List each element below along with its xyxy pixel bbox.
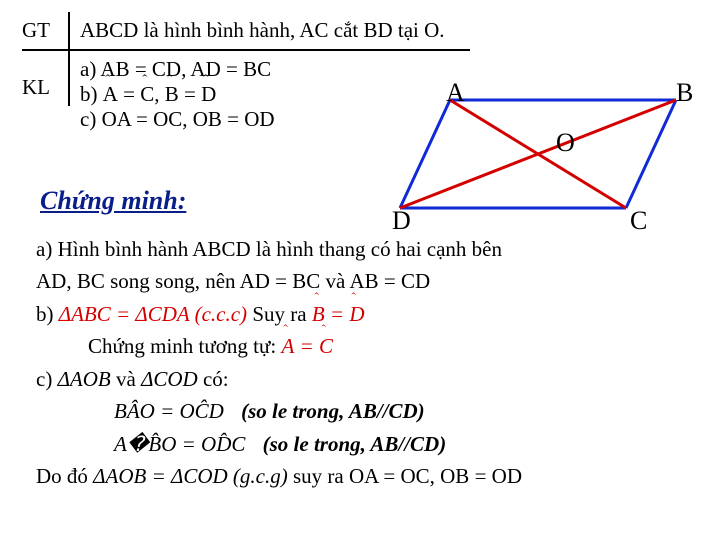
- vertex-label-d: D: [392, 206, 411, 236]
- proof-c-and: và: [116, 367, 141, 391]
- proof-c-prefix: c): [36, 367, 58, 391]
- proof-heading: Chứng minh:: [40, 186, 186, 216]
- parallelogram-diagram: A B C D O: [390, 78, 700, 238]
- proof-c-line1: c) ΔAOB và ΔCOD có:: [36, 364, 696, 394]
- proof-c-ang1-eq: BÂO = OĈD: [114, 399, 224, 423]
- proof-b-eq1: B = D: [312, 302, 365, 326]
- kl-content: a) AB = CD, AD = BC b) A = C, B = D c) O…: [70, 51, 275, 138]
- proof-c-ang2-eq: A�B̂O = OD̂C: [114, 432, 245, 456]
- proof-b-line2: Chứng minh tương tự: A = C: [36, 331, 696, 361]
- vertex-label-a: A: [446, 78, 465, 108]
- proof-final: Do đó ΔAOB = ΔCOD (g.c.g) suy ra OA = OC…: [36, 461, 696, 491]
- gt-row: GT ABCD là hình bình hành, AC cắt BD tại…: [22, 12, 470, 51]
- proof-c-ang2-note: (so le trong, AB//CD): [263, 432, 447, 456]
- proof-b-prefix: b): [36, 302, 59, 326]
- vertex-label-o: O: [556, 128, 575, 158]
- proof-a-line1: a) Hình bình hành ABCD là hình thang có …: [36, 234, 696, 264]
- proof-final-prefix: Do đó: [36, 464, 93, 488]
- proof-final-tri: ΔAOB = ΔCOD (g.c.g): [93, 464, 288, 488]
- proof-c-ang1: BÂO = OĈD (so le trong, AB//CD): [36, 396, 696, 426]
- proof-c-tri2: ΔCOD: [141, 367, 198, 391]
- kl-c: c) OA = OC, OB = OD: [80, 107, 275, 132]
- proof-c-co: có:: [203, 367, 229, 391]
- gt-label: GT: [22, 12, 70, 51]
- kl-a: a) AB = CD, AD = BC: [80, 57, 275, 82]
- proof-b-line2-prefix: Chứng minh tương tự:: [88, 334, 281, 358]
- gt-text: ABCD là hình bình hành, AC cắt BD tại O.: [70, 12, 470, 51]
- kl-b: b) A = C, B = D: [80, 82, 275, 107]
- proof-b-line1: b) ΔABC = ΔCDA (c.c.c) Suy ra B = D: [36, 299, 696, 329]
- proof-b-triangles: ΔABC = ΔCDA (c.c.c): [59, 302, 247, 326]
- proof-final-suffix: suy ra OA = OC, OB = OD: [293, 464, 522, 488]
- proof-b-suyra: Suy ra: [252, 302, 312, 326]
- kl-label: KL: [22, 51, 70, 106]
- proof-body: a) Hình bình hành ABCD là hình thang có …: [36, 234, 696, 494]
- vertex-label-b: B: [676, 78, 693, 108]
- proof-c-ang2: A�B̂O = OD̂C (so le trong, AB//CD): [36, 429, 696, 459]
- kl-b-prefix: b): [80, 82, 103, 106]
- proof-c-tri1: ΔAOB: [58, 367, 111, 391]
- proof-a-line2: AD, BC song song, nên AD = BC và AB = CD: [36, 266, 696, 296]
- vertex-label-c: C: [630, 206, 647, 236]
- parallelogram-svg: [390, 78, 700, 238]
- proof-b-eq2: A = C: [281, 334, 333, 358]
- proof-c-ang1-note: (so le trong, AB//CD): [241, 399, 425, 423]
